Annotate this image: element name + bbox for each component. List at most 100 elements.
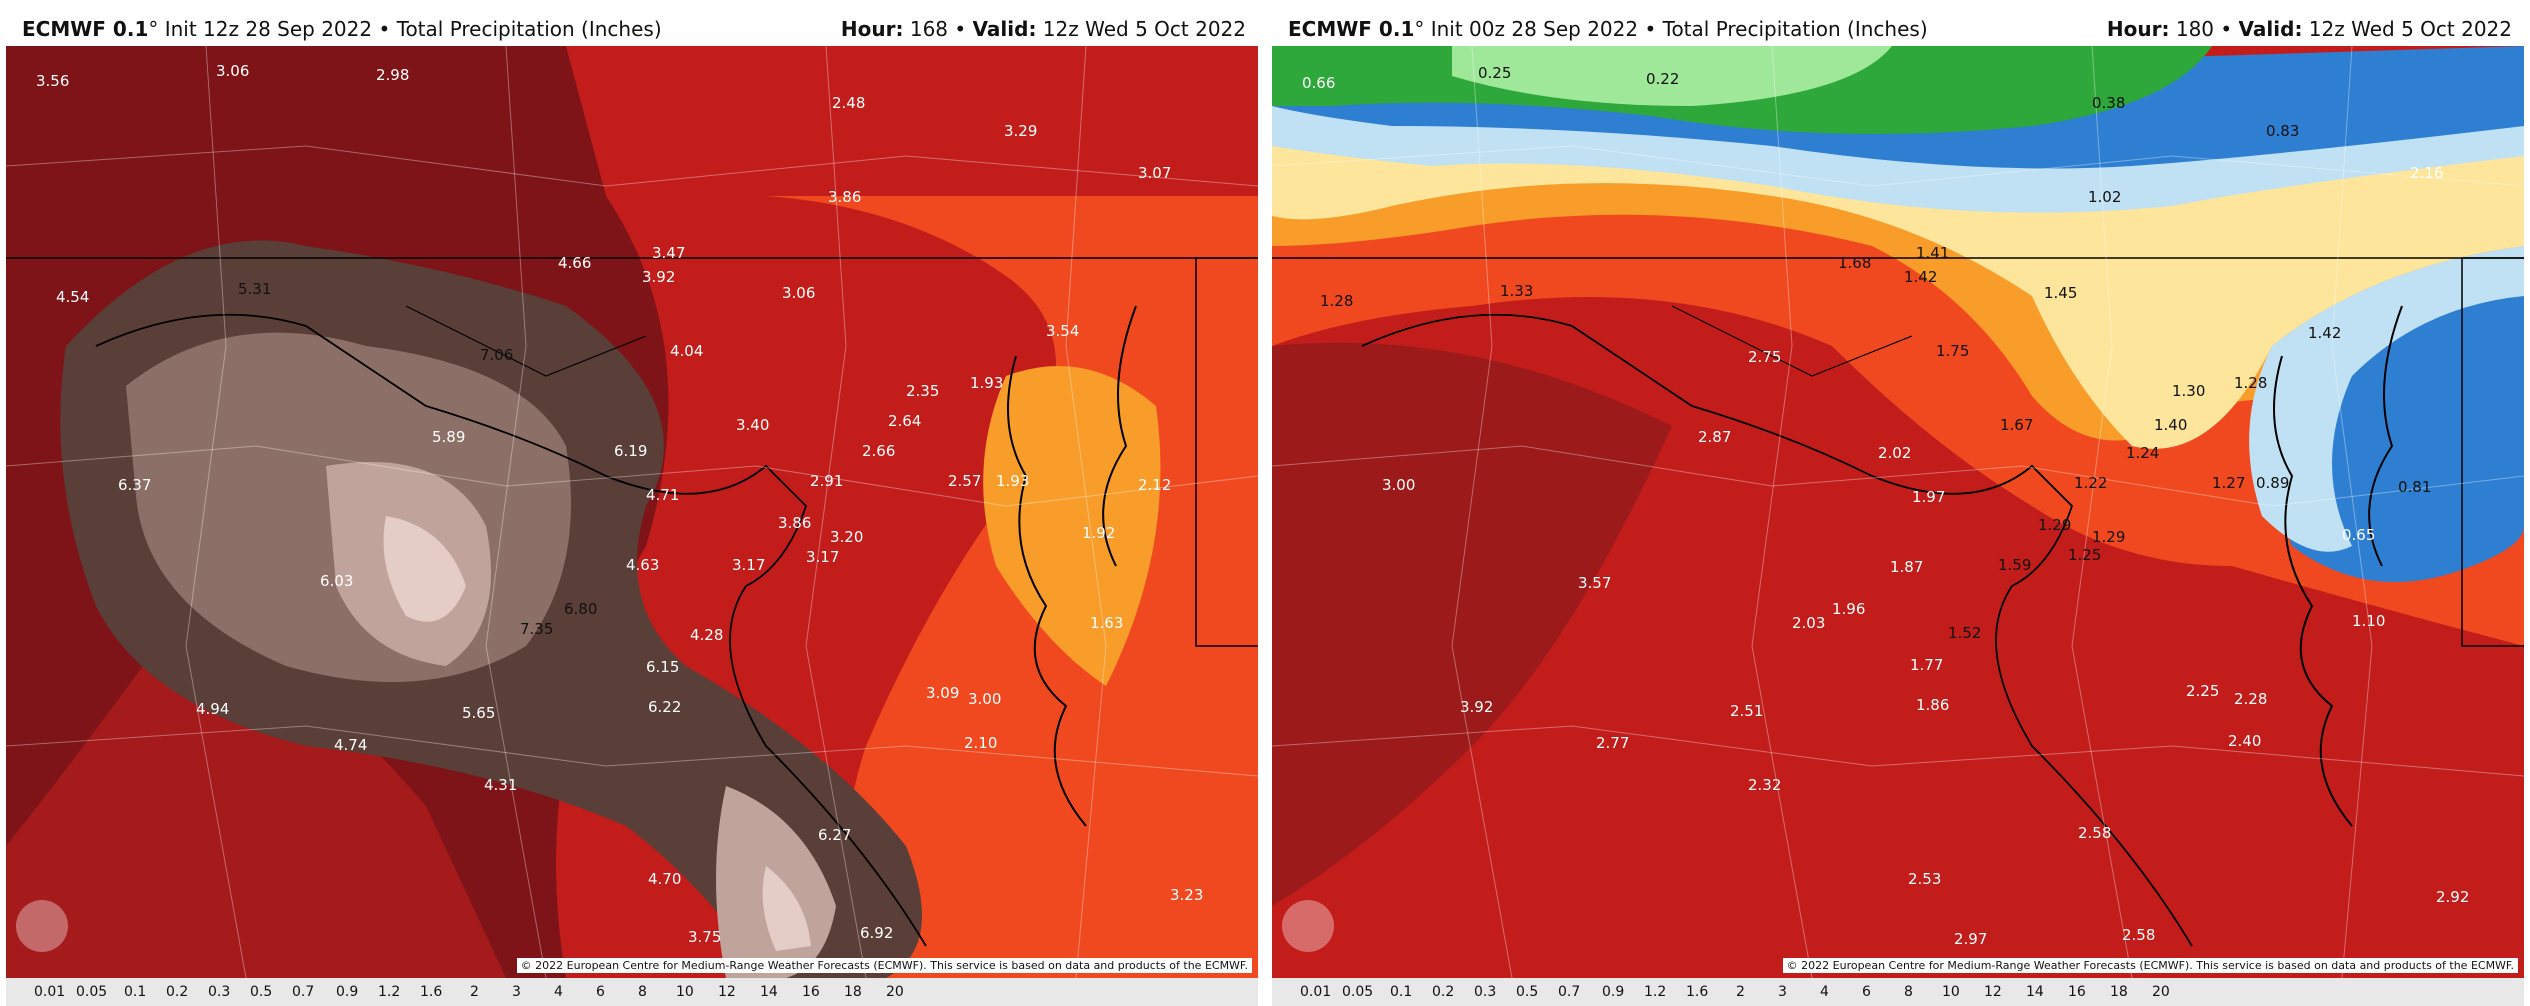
precip-value: 2.12 <box>1138 476 1171 494</box>
precip-map: 0.66 0.25 0.22 0.38 0.83 2.16 1.02 1.68 … <box>1272 46 2524 978</box>
scale-label: 8 <box>1904 984 1913 1000</box>
precip-value: 1.28 <box>2234 374 2267 392</box>
precip-value: 3.86 <box>778 514 811 532</box>
state-border <box>95 313 927 947</box>
precip-value: 3.00 <box>968 690 1001 708</box>
precip-value: 3.92 <box>642 268 675 286</box>
value-labels: 0.66 0.25 0.22 0.38 0.83 2.16 1.02 1.68 … <box>1302 64 2469 948</box>
precip-value: 1.68 <box>1838 254 1871 272</box>
scale-label: 0.05 <box>1342 984 1374 1000</box>
precip-value: 4.04 <box>670 342 703 360</box>
color-scale: 0.01 0.05 0.1 0.2 0.3 0.5 0.7 0.9 1.2 1.… <box>1272 978 2524 1006</box>
precip-value: 3.56 <box>36 72 69 90</box>
precip-value: 4.74 <box>334 736 367 754</box>
precip-value: 2.75 <box>1748 348 1781 366</box>
scale-label: 14 <box>2026 984 2044 1000</box>
precip-value: 1.29 <box>2092 528 2125 546</box>
precip-value: 4.54 <box>56 288 89 306</box>
scale-label: 0.2 <box>1432 984 1455 1000</box>
scale-label: 2 <box>470 984 479 1000</box>
precip-value: 1.10 <box>2352 612 2385 630</box>
precip-value: 1.92 <box>1082 524 1115 542</box>
precip-value: 3.86 <box>828 188 861 206</box>
scale-label: 0.7 <box>292 984 315 1000</box>
scale-label: 14 <box>760 984 778 1000</box>
watermark-logo <box>1282 900 1334 952</box>
scale-label: 0.1 <box>1390 984 1413 1000</box>
precip-value: 1.30 <box>2172 382 2205 400</box>
precip-value: 3.06 <box>782 284 815 302</box>
precip-value: 1.29 <box>2038 516 2071 534</box>
state-border <box>405 305 647 377</box>
precip-value: 3.92 <box>1460 698 1493 716</box>
precip-value: 6.19 <box>614 442 647 460</box>
precip-value: 1.67 <box>2000 416 2033 434</box>
precip-value: 0.66 <box>1302 74 1335 92</box>
precip-value: 1.33 <box>1500 282 1533 300</box>
precip-value: 1.93 <box>970 374 1003 392</box>
precip-value: 6.15 <box>646 658 679 676</box>
scale-label: 1.2 <box>1644 984 1667 1000</box>
scale-label: 18 <box>844 984 862 1000</box>
precip-value: 1.42 <box>2308 324 2341 342</box>
model-title: ECMWF 0.1° Init 12z 28 Sep 2022 • Total … <box>22 17 662 41</box>
precip-contour-brown-pale <box>383 516 466 622</box>
scale-label: 20 <box>886 984 904 1000</box>
valid-date: 12z Wed 5 Oct 2022 <box>1036 17 1246 41</box>
precip-value: 2.02 <box>1878 444 1911 462</box>
precip-value: 1.52 <box>1948 624 1981 642</box>
scale-label: 10 <box>676 984 694 1000</box>
precip-value: 2.97 <box>1954 930 1987 948</box>
precip-value: 6.37 <box>118 476 151 494</box>
precip-value: 2.40 <box>2228 732 2261 750</box>
precip-value: 7.35 <box>520 620 553 638</box>
scale-label: 4 <box>554 984 563 1000</box>
precip-value: 3.20 <box>830 528 863 546</box>
precip-value: 3.47 <box>652 244 685 262</box>
county-lines <box>6 46 1258 978</box>
forecast-panel-168: ECMWF 0.1° Init 12z 28 Sep 2022 • Total … <box>6 0 1258 1006</box>
precip-value: 6.92 <box>860 924 893 942</box>
precip-value: 3.00 <box>1382 476 1415 494</box>
precip-value: 1.27 <box>2212 474 2245 492</box>
scale-label: 12 <box>718 984 736 1000</box>
scale-label: 0.5 <box>1516 984 1539 1000</box>
scale-label: 16 <box>802 984 820 1000</box>
scale-label: 4 <box>1820 984 1829 1000</box>
precip-value: 5.89 <box>432 428 465 446</box>
precip-value: 6.22 <box>648 698 681 716</box>
precip-value: 3.07 <box>1138 164 1171 182</box>
copyright-credit: © 2022 European Centre for Medium-Range … <box>516 958 1252 973</box>
scale-label: 0.2 <box>166 984 189 1000</box>
county-lines <box>1272 46 2524 978</box>
scale-label: 1.6 <box>1686 984 1709 1000</box>
scale-label: 6 <box>1862 984 1871 1000</box>
scale-label: 6 <box>596 984 605 1000</box>
precip-value: 3.17 <box>806 548 839 566</box>
precip-value: 2.16 <box>2410 164 2443 182</box>
precip-value: 2.10 <box>964 734 997 752</box>
precip-value: 0.81 <box>2398 478 2431 496</box>
precip-contour-lightblue <box>2249 246 2524 552</box>
scale-label: 0.9 <box>1602 984 1625 1000</box>
precip-value: 1.22 <box>2074 474 2107 492</box>
precip-contour-lightgreen <box>1452 46 1892 106</box>
precip-value: 1.87 <box>1890 558 1923 576</box>
precip-value: 1.93 <box>996 472 1029 490</box>
value-labels: 3.56 3.06 2.98 2.48 3.29 3.07 3.86 4.54 … <box>36 62 1203 946</box>
precip-value: 1.59 <box>1998 556 2031 574</box>
scale-label: 10 <box>1942 984 1960 1000</box>
valid-date: 12z Wed 5 Oct 2022 <box>2302 17 2512 41</box>
precip-value: 3.40 <box>736 416 769 434</box>
precip-value: 3.54 <box>1046 322 1079 340</box>
coastline <box>1007 305 1137 827</box>
copyright-credit: © 2022 European Centre for Medium-Range … <box>1782 958 2518 973</box>
precip-value: 5.31 <box>238 280 271 298</box>
scale-label: 0.9 <box>336 984 359 1000</box>
precip-value: 6.80 <box>564 600 597 618</box>
scale-label: 0.01 <box>34 984 66 1000</box>
precip-value: 2.98 <box>376 66 409 84</box>
precip-value: 1.63 <box>1090 614 1123 632</box>
precip-value: 0.22 <box>1646 70 1679 88</box>
precip-value: 4.31 <box>484 776 517 794</box>
